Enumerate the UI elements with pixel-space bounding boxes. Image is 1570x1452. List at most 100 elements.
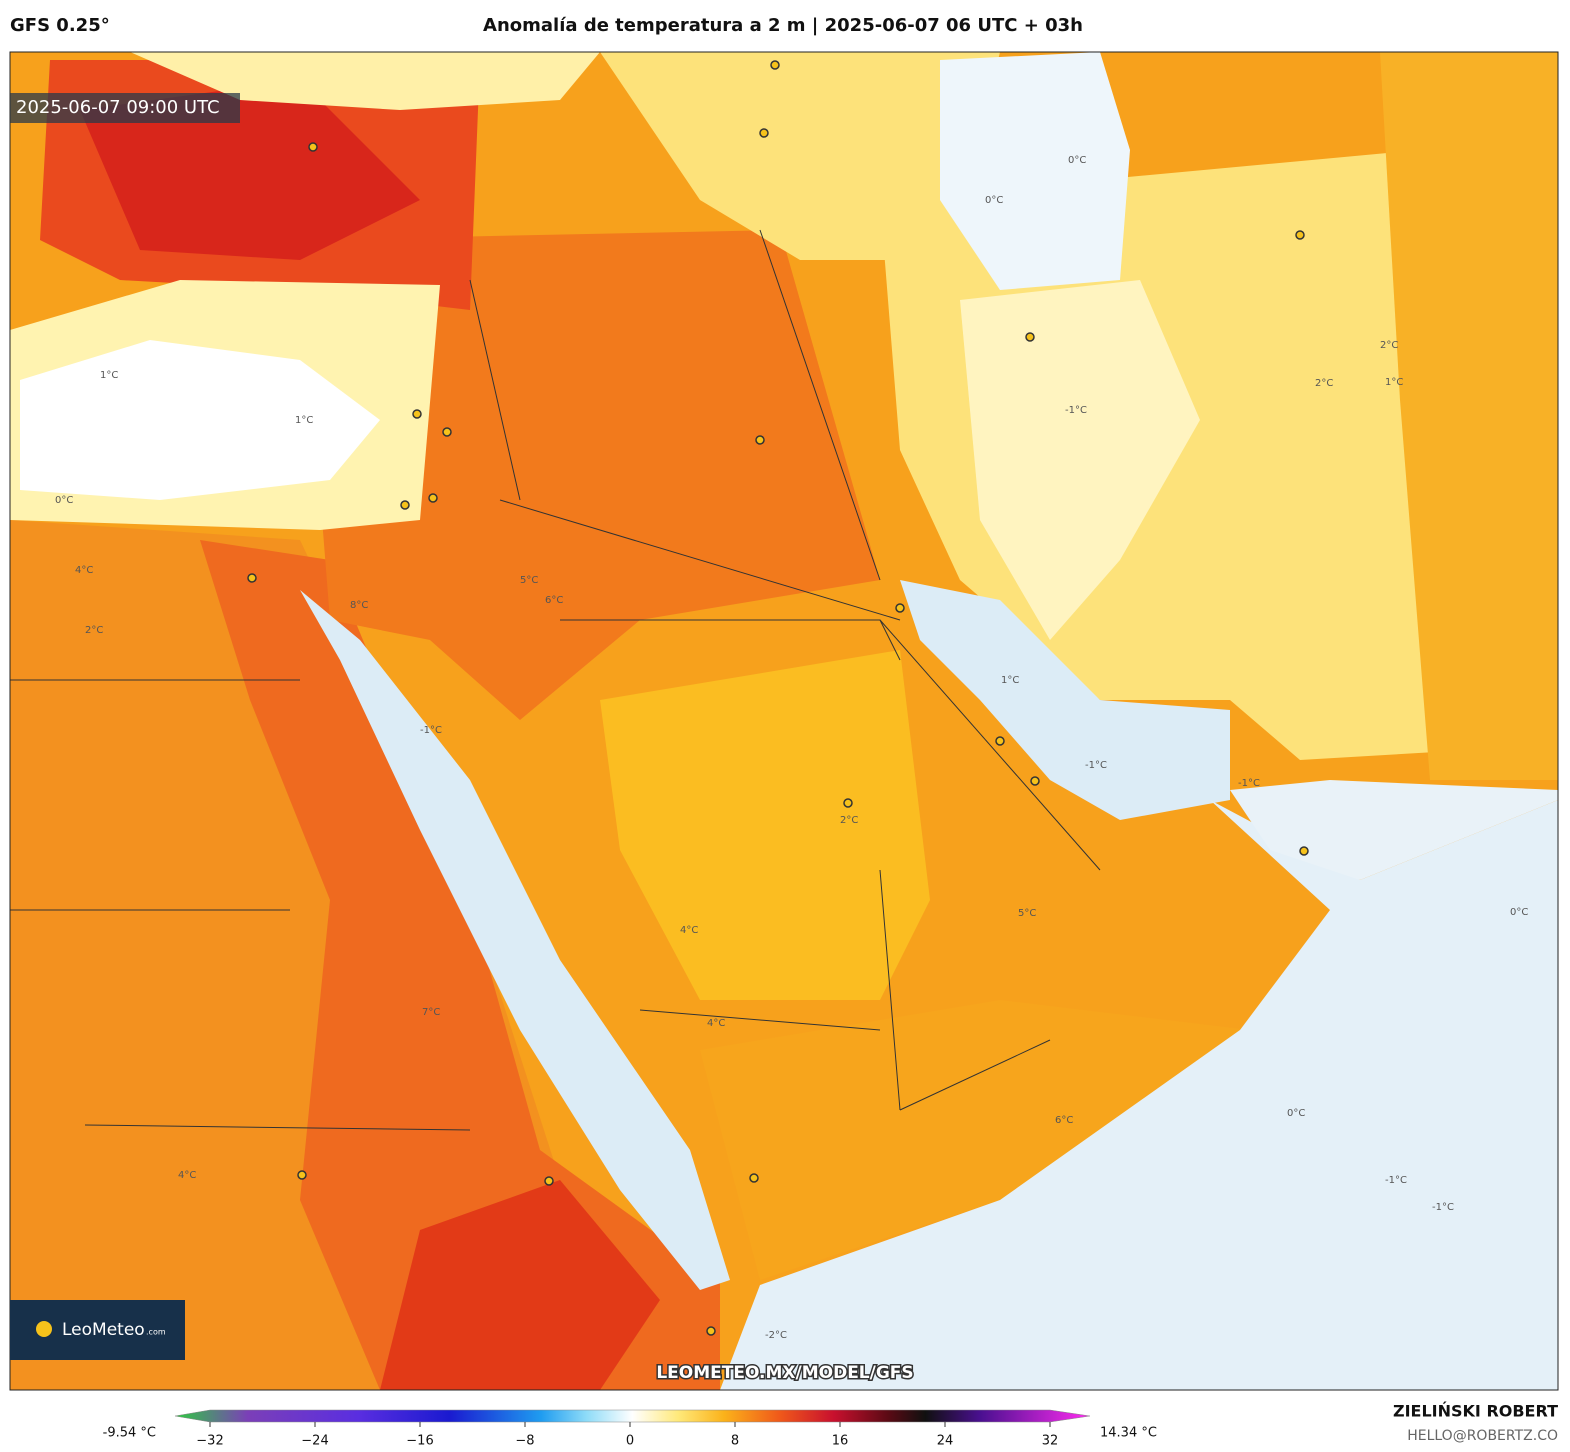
med-white — [20, 340, 380, 500]
contour-label: 6°C — [545, 595, 563, 606]
map: 1°C 1°C 0°C 0°C 0°C 4°C 2°C 6°C 8°C 5°C -1°C 2°C 1°C… — [10, 52, 1558, 1390]
colorbar-tick-label: −16 — [406, 1434, 433, 1449]
colorbar-tick-label: −32 — [196, 1434, 223, 1449]
city — [247, 573, 257, 583]
city — [995, 736, 1005, 746]
contour-label: 0°C — [1510, 907, 1528, 918]
contour-label: 1°C — [1001, 675, 1019, 686]
border — [639, 1009, 881, 1031]
city — [1299, 846, 1309, 856]
contour-label: -1°C — [1432, 1202, 1454, 1213]
colorbar-ramp — [174, 1409, 1091, 1423]
contour-label: 2°C — [85, 625, 103, 636]
contour-label: 4°C — [707, 1018, 725, 1029]
logo-sun — [36, 1321, 52, 1337]
contour-label: 8°C — [350, 600, 368, 611]
logo-text: LeoMeteo — [62, 1320, 145, 1340]
city — [1030, 776, 1040, 786]
time-badge — [10, 93, 240, 123]
logo-suffix: .com — [146, 1328, 166, 1337]
contour-label: 0°C — [55, 495, 73, 506]
contour-label: 7°C — [422, 1007, 440, 1018]
border — [879, 619, 1101, 871]
colorbar-tick-label: 32 — [1042, 1434, 1059, 1449]
contour-label: 0°C — [1287, 1108, 1305, 1119]
persian-gulf — [900, 580, 1230, 820]
arabian-sea — [720, 800, 1558, 1390]
gulf-oman — [1230, 780, 1558, 880]
contour-label: 0°C — [1068, 155, 1086, 166]
africa-red — [200, 540, 720, 1390]
contour-label: -2°C — [765, 1330, 787, 1341]
contour-label: 1°C — [295, 415, 313, 426]
colorbar-tick-label: 0 — [626, 1434, 634, 1449]
author: ZIELIŃSKI ROBERT — [1393, 1402, 1558, 1421]
contour-label: 1°C — [1385, 377, 1403, 388]
city — [755, 435, 765, 445]
border — [899, 1039, 1051, 1111]
watermark: LEOMETEO.MX/MODEL/GFS — [656, 1363, 913, 1383]
caucasus — [600, 52, 1000, 260]
contour-label: 0°C — [985, 195, 1003, 206]
border — [759, 229, 881, 581]
caspian — [940, 52, 1130, 290]
colorbar-tick-label: −24 — [301, 1434, 328, 1449]
contour-label: 5°C — [1018, 908, 1036, 919]
city — [749, 1173, 759, 1183]
contour-label: -1°C — [420, 725, 442, 736]
city — [400, 500, 410, 510]
city — [770, 60, 780, 70]
model-label: GFS 0.25° — [10, 15, 110, 36]
city — [759, 128, 769, 138]
contour-label: -1°C — [1065, 405, 1087, 416]
contour-label: -1°C — [1238, 778, 1260, 789]
city — [428, 493, 438, 503]
map-title: Anomalía de temperatura a 2 m | 2025-06-… — [483, 15, 1083, 36]
contact: HELLO@ROBERTZ.CO — [1407, 1428, 1558, 1444]
contour-label: 5°C — [520, 575, 538, 586]
iran-pale — [960, 280, 1200, 640]
colorbar-min: -9.54 °C — [103, 1426, 156, 1441]
border — [879, 869, 901, 1111]
city — [895, 603, 905, 613]
red-sea — [300, 590, 730, 1290]
city — [412, 409, 422, 419]
turkey-dark — [80, 80, 420, 260]
contour-label: 1°C — [100, 370, 118, 381]
map-frame — [9, 51, 1559, 1391]
contour-label: -1°C — [1385, 1175, 1407, 1186]
colorbar-tick-label: −8 — [515, 1434, 534, 1449]
border — [469, 279, 521, 501]
contour-label: 2°C — [1380, 340, 1398, 351]
contour-label: 2°C — [1315, 378, 1333, 389]
colorbar: -9.54 °C 14.34 °C −32 −24 −16 −8 0 8 16 24 32 — [103, 1409, 1157, 1449]
africa-dark — [380, 1180, 660, 1390]
contour-label: 4°C — [680, 925, 698, 936]
city — [297, 1170, 307, 1180]
yemen — [700, 1000, 1250, 1280]
contour-label: 6°C — [1055, 1115, 1073, 1126]
city — [1025, 332, 1035, 342]
contour-label: -1°C — [1085, 760, 1107, 771]
contour-label: 4°C — [178, 1170, 196, 1181]
city — [1295, 230, 1305, 240]
contour-label: 4°C — [75, 565, 93, 576]
saudi-yellow — [600, 650, 930, 1000]
city — [706, 1326, 716, 1336]
city — [442, 427, 452, 437]
east-orange — [1380, 52, 1558, 780]
border — [499, 499, 901, 621]
city — [308, 142, 318, 152]
black-sea — [130, 52, 600, 110]
colorbar-tick-label: 24 — [937, 1434, 954, 1449]
city — [544, 1176, 554, 1186]
city — [843, 798, 853, 808]
border — [84, 1124, 471, 1131]
levant-iraq — [300, 230, 880, 720]
colorbar-tick-label: 8 — [731, 1434, 739, 1449]
colorbar-max: 14.34 °C — [1100, 1426, 1157, 1441]
contour-label: 2°C — [840, 815, 858, 826]
